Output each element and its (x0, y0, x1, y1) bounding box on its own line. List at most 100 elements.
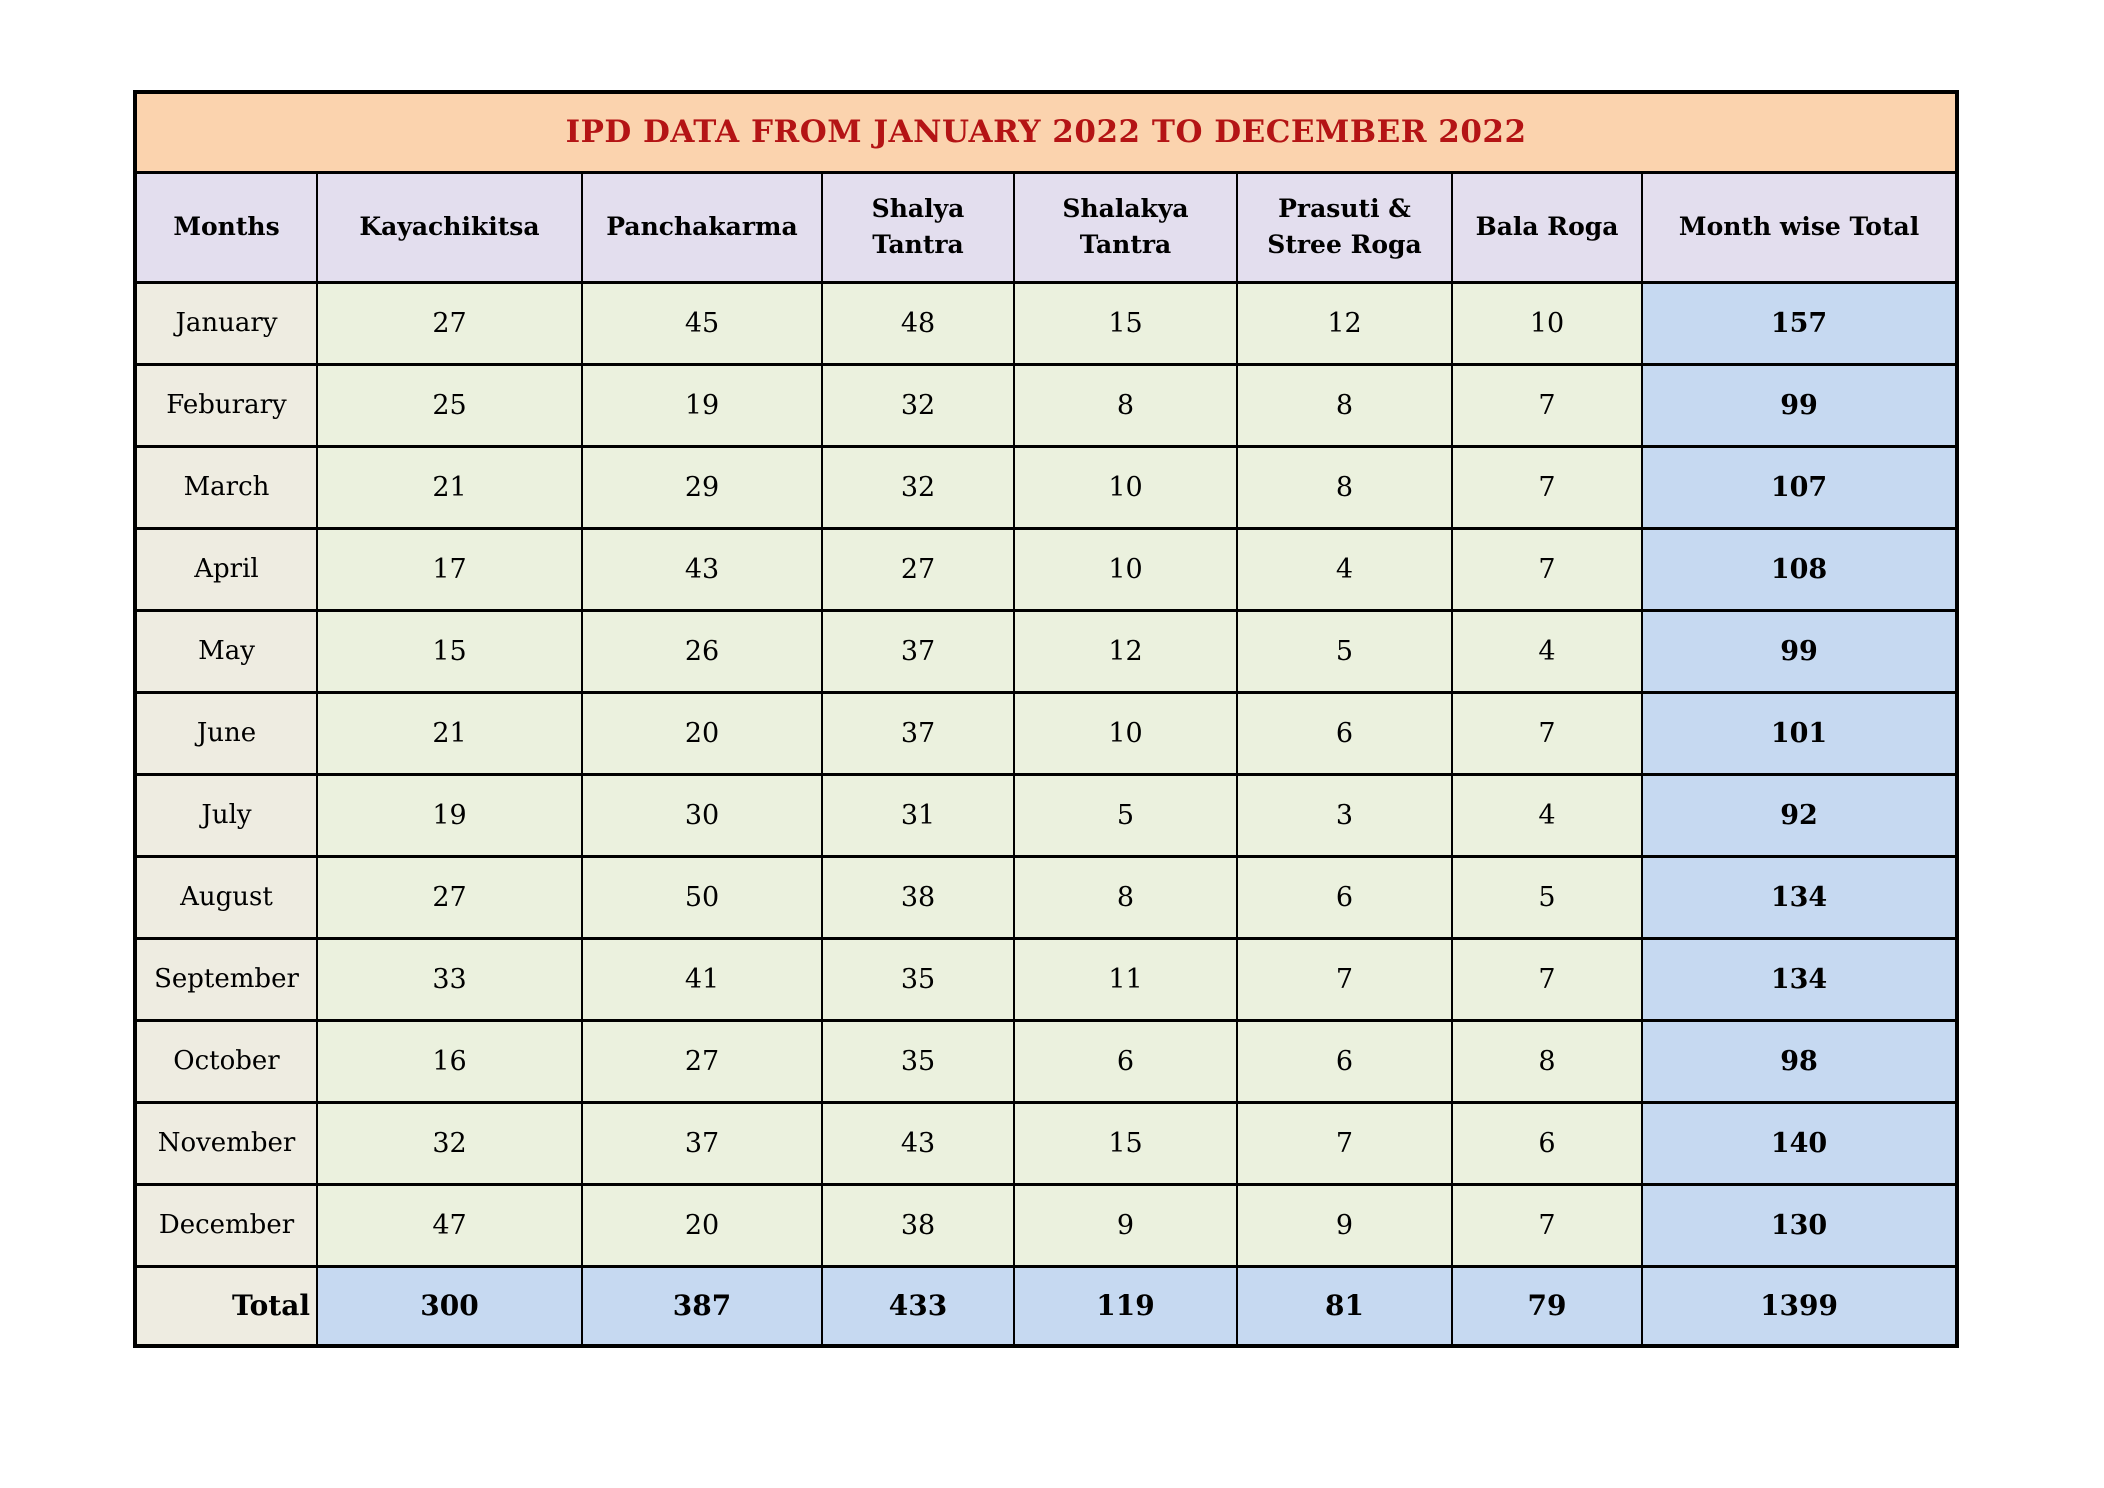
data-cell: 4 (1236, 526, 1453, 612)
data-cell: 4 (1451, 772, 1643, 858)
data-cell: 8 (1013, 362, 1238, 448)
month-total-cell: 134 (1640, 854, 1959, 940)
data-cell: 8 (1236, 444, 1453, 530)
data-cell: 32 (316, 1100, 583, 1186)
table-row-october: October 16 27 35 6 6 8 98 (134, 1018, 1959, 1104)
month-total-cell: 98 (1640, 1018, 1959, 1104)
data-cell: 11 (1013, 936, 1238, 1022)
data-cell: 17 (316, 526, 583, 612)
month-total-cell: 130 (1640, 1182, 1959, 1268)
data-cell: 19 (316, 772, 583, 858)
data-cell: 37 (821, 608, 1015, 694)
grand-total-cell: 1399 (1640, 1264, 1959, 1348)
data-cell: 27 (581, 1018, 823, 1104)
column-total-cell: 300 (316, 1264, 583, 1348)
data-cell: 20 (581, 1182, 823, 1268)
data-cell: 15 (1013, 280, 1238, 366)
data-cell: 9 (1236, 1182, 1453, 1268)
table-row-december: December 47 20 38 9 9 7 130 (134, 1182, 1959, 1268)
col-header-prasuti-stree-roga: Prasuti & Stree Roga (1236, 170, 1453, 284)
data-cell: 32 (821, 362, 1015, 448)
data-cell: 43 (821, 1100, 1015, 1186)
month-total-cell: 99 (1640, 362, 1959, 448)
table-row-september: September 33 41 35 11 7 7 134 (134, 936, 1959, 1022)
data-cell: 37 (821, 690, 1015, 776)
data-cell: 15 (1013, 1100, 1238, 1186)
month-cell: August (134, 854, 318, 940)
data-cell: 6 (1236, 690, 1453, 776)
total-row: Total 300 387 433 119 81 79 1399 (134, 1264, 1959, 1348)
col-header-months: Months (134, 170, 318, 284)
data-cell: 8 (1451, 1018, 1643, 1104)
data-cell: 41 (581, 936, 823, 1022)
data-cell: 3 (1236, 772, 1453, 858)
month-cell: November (134, 1100, 318, 1186)
month-cell: April (134, 526, 318, 612)
data-cell: 12 (1013, 608, 1238, 694)
table-row-july: July 19 30 31 5 3 4 92 (134, 772, 1959, 858)
table-row-june: June 21 20 37 10 6 7 101 (134, 690, 1959, 776)
data-cell: 5 (1451, 854, 1643, 940)
month-cell: March (134, 444, 318, 530)
ipd-data-table: IPD DATA FROM JANUARY 2022 TO DECEMBER 2… (133, 90, 1960, 1348)
data-cell: 20 (581, 690, 823, 776)
month-total-cell: 92 (1640, 772, 1959, 858)
data-cell: 32 (821, 444, 1015, 530)
data-cell: 19 (581, 362, 823, 448)
data-cell: 30 (581, 772, 823, 858)
table-row-august: August 27 50 38 8 6 5 134 (134, 854, 1959, 940)
data-cell: 35 (821, 1018, 1015, 1104)
data-cell: 21 (316, 690, 583, 776)
table-row-feburary: Feburary 25 19 32 8 8 7 99 (134, 362, 1959, 448)
month-total-cell: 140 (1640, 1100, 1959, 1186)
month-cell: July (134, 772, 318, 858)
data-cell: 27 (821, 526, 1015, 612)
data-cell: 7 (1236, 936, 1453, 1022)
col-header-bala-roga: Bala Roga (1451, 170, 1643, 284)
data-cell: 9 (1013, 1182, 1238, 1268)
column-total-cell: 119 (1013, 1264, 1238, 1348)
data-cell: 7 (1451, 444, 1643, 530)
month-cell: May (134, 608, 318, 694)
month-cell: January (134, 280, 318, 366)
data-cell: 50 (581, 854, 823, 940)
column-total-cell: 81 (1236, 1264, 1453, 1348)
data-cell: 5 (1236, 608, 1453, 694)
data-cell: 4 (1451, 608, 1643, 694)
table-row-march: March 21 29 32 10 8 7 107 (134, 444, 1959, 530)
month-cell: October (134, 1018, 318, 1104)
data-cell: 7 (1236, 1100, 1453, 1186)
col-header-kayachikitsa: Kayachikitsa (316, 170, 583, 284)
month-total-cell: 99 (1640, 608, 1959, 694)
data-cell: 38 (821, 1182, 1015, 1268)
data-cell: 26 (581, 608, 823, 694)
data-cell: 7 (1451, 1182, 1643, 1268)
month-cell: December (134, 1182, 318, 1268)
table-row-may: May 15 26 37 12 5 4 99 (134, 608, 1959, 694)
title-row: IPD DATA FROM JANUARY 2022 TO DECEMBER 2… (133, 90, 1959, 174)
column-total-cell: 387 (581, 1264, 823, 1348)
table-row-april: April 17 43 27 10 4 7 108 (134, 526, 1959, 612)
data-cell: 6 (1236, 1018, 1453, 1104)
data-cell: 7 (1451, 936, 1643, 1022)
data-cell: 47 (316, 1182, 583, 1268)
data-cell: 5 (1013, 772, 1238, 858)
data-cell: 43 (581, 526, 823, 612)
data-cell: 48 (821, 280, 1015, 366)
data-cell: 16 (316, 1018, 583, 1104)
month-cell: September (134, 936, 318, 1022)
data-cell: 10 (1451, 280, 1643, 366)
data-cell: 6 (1013, 1018, 1238, 1104)
data-cell: 7 (1451, 362, 1643, 448)
data-cell: 6 (1451, 1100, 1643, 1186)
month-cell: Feburary (134, 362, 318, 448)
total-label-cell: Total (134, 1264, 318, 1348)
month-total-cell: 108 (1640, 526, 1959, 612)
col-header-month-wise-total: Month wise Total (1640, 170, 1959, 284)
data-cell: 25 (316, 362, 583, 448)
data-cell: 10 (1013, 444, 1238, 530)
data-cell: 27 (316, 280, 583, 366)
month-total-cell: 101 (1640, 690, 1959, 776)
month-total-cell: 134 (1640, 936, 1959, 1022)
header-row: Months Kayachikitsa Panchakarma Shalya T… (134, 170, 1959, 284)
